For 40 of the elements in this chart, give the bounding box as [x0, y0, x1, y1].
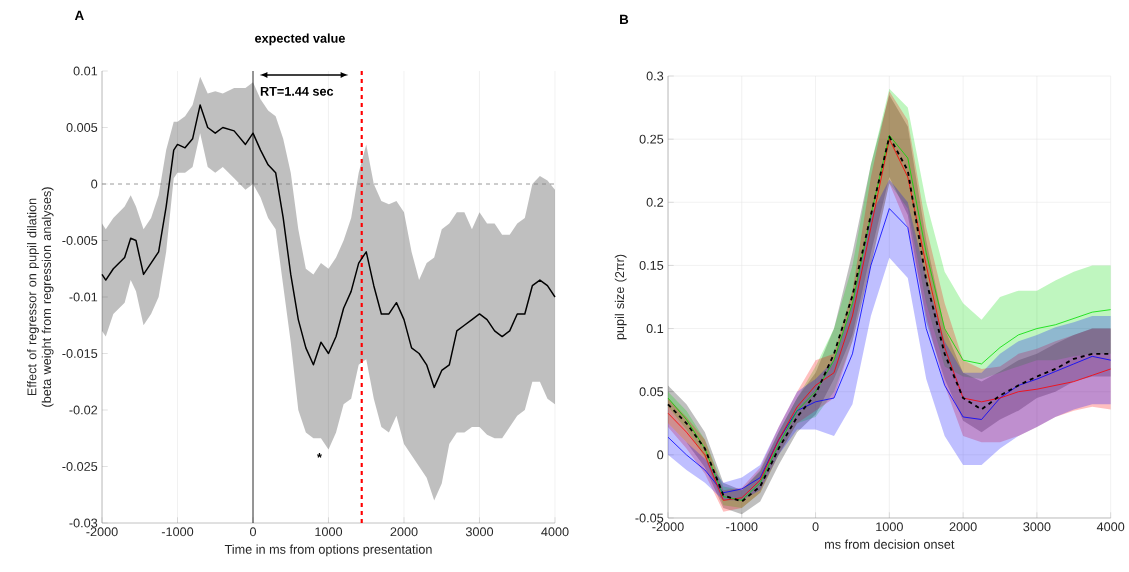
y-tick-label: 0.01 [73, 66, 98, 76]
y-tick-label: 0 [91, 179, 98, 189]
y-tick-label: 0.1 [646, 324, 664, 334]
y-tick-label: -0.005 [62, 236, 98, 245]
annotation: * [317, 453, 322, 458]
y-tick-label: 0.005 [66, 123, 98, 132]
x-tick-label: 1000 [315, 527, 343, 537]
x-tick-label: -1000 [161, 527, 194, 537]
x-axis-title: ms from decision onset [825, 539, 955, 549]
y-tick-label: -0.025 [62, 462, 98, 471]
y-tick-label: 0 [657, 450, 664, 460]
x-tick-label: 4000 [541, 527, 569, 537]
y-tick-label: -0.02 [69, 405, 98, 415]
x-tick-label: 3000 [465, 527, 494, 537]
x-tick-label: 2000 [949, 522, 977, 532]
annotation: RT=1.44 sec [260, 86, 334, 96]
y-axis-title: Effect of regressor on pupil dilation (beta weight from regression analyses) [27, 187, 54, 407]
x-tick-label: -2000 [652, 522, 684, 532]
y-tick-label: -0.05 [635, 513, 664, 523]
x-tick-label: 0 [249, 527, 257, 537]
y-tick-label: 0.3 [646, 71, 664, 81]
y-tick-label: -0.03 [69, 518, 98, 528]
chart-title: A [74, 10, 84, 20]
x-tick-label: 0 [812, 522, 819, 532]
x-tick-label: -2000 [86, 527, 118, 537]
x-tick-label: 4000 [1096, 522, 1125, 532]
x-tick-label: 3000 [1023, 522, 1051, 532]
chart-title: B [620, 14, 629, 24]
x-tick-label: 2000 [390, 527, 418, 537]
y-tick-label: 0.25 [639, 134, 664, 144]
y-tick-label: 0.15 [639, 260, 664, 270]
x-tick-label: 1000 [876, 522, 903, 532]
x-tick-label: -1000 [726, 522, 758, 532]
y-tick-label: 0.05 [639, 387, 664, 397]
y-tick-label: -0.015 [62, 349, 98, 358]
x-axis-title: Time in ms from options presentation [224, 544, 432, 557]
y-tick-label: -0.01 [69, 292, 98, 302]
text: expected value [255, 33, 345, 46]
y-axis-title: pupil size (2πr) [614, 254, 627, 340]
y-tick-label: 0.2 [646, 197, 664, 207]
